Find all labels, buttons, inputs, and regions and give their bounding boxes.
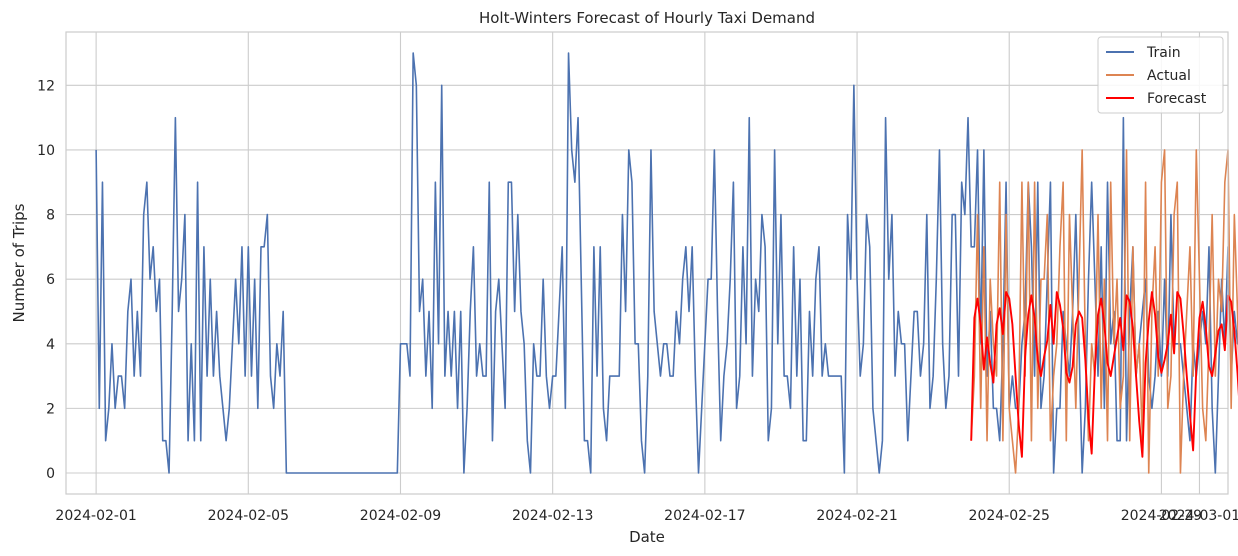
x-tick-label: 2024-02-29	[1121, 508, 1202, 524]
legend: Train Actual Forecast	[1097, 36, 1224, 114]
y-tick-label: 12	[37, 78, 55, 94]
x-tick-label: 2024-02-05	[208, 508, 289, 524]
chart-title: Holt-Winters Forecast of Hourly Taxi Dem…	[479, 9, 815, 27]
legend-entry-forecast: Forecast	[1147, 91, 1207, 107]
plot-frame	[65, 31, 1229, 495]
series-group	[95, 52, 1238, 474]
series-line-train	[95, 52, 1238, 474]
y-tick-labels: 0 2 4 6 8 10 12	[37, 78, 55, 482]
y-tick-label: 10	[37, 143, 55, 159]
y-axis-label: Number of Trips	[10, 203, 28, 322]
y-tick-label: 0	[46, 466, 55, 482]
x-tick-label: 2024-02-13	[512, 508, 593, 524]
y-tick-label: 6	[46, 272, 55, 288]
x-tick-labels: 2024-02-01 2024-02-05 2024-02-09 2024-02-13…	[55, 508, 1238, 524]
x-tick-label: 2024-02-09	[360, 508, 441, 524]
legend-entry-actual: Actual	[1147, 68, 1191, 84]
series-line-forecast	[970, 291, 1238, 458]
x-tick-label: 2024-02-17	[664, 508, 745, 524]
y-tick-label: 8	[46, 208, 55, 224]
y-tick-label: 2	[46, 401, 55, 417]
x-tick-label: 2024-02-25	[969, 508, 1050, 524]
x-axis-label: Date	[629, 528, 665, 546]
series-line-actual	[970, 149, 1238, 474]
x-tick-label: 2024-03-01	[1159, 508, 1238, 524]
x-tick-label: 2024-02-01	[55, 508, 136, 524]
legend-entry-train: Train	[1146, 45, 1181, 61]
x-tick-label: 2024-02-21	[816, 508, 897, 524]
legend-box	[1097, 36, 1224, 114]
y-tick-label: 4	[46, 337, 55, 353]
